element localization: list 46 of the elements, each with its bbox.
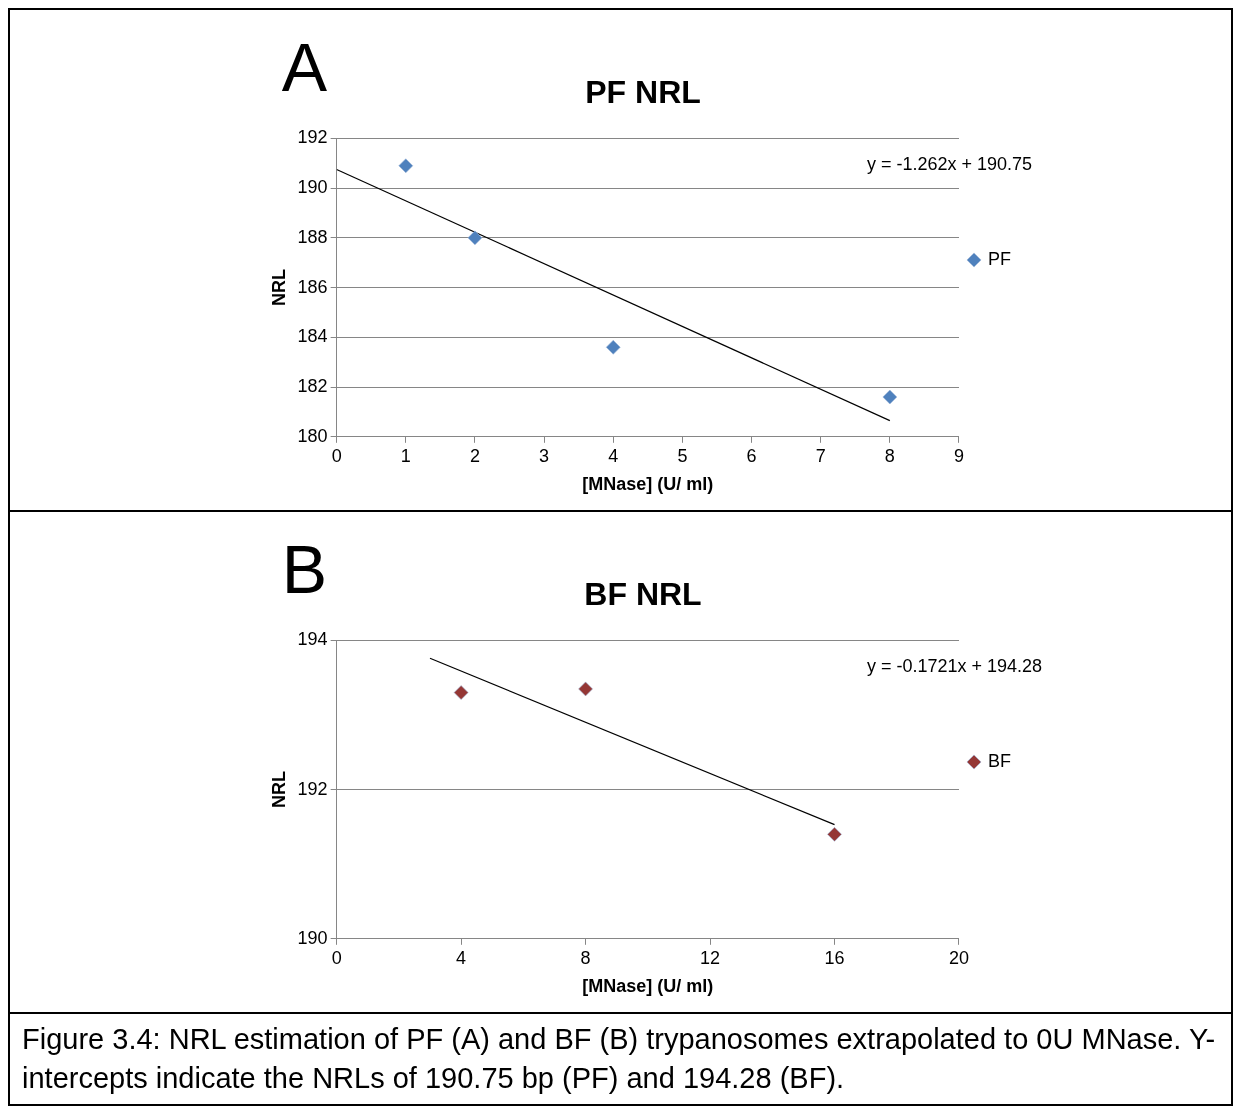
x-tick-label: 16: [824, 947, 845, 968]
legend-label: PF: [988, 248, 1012, 269]
y-axis-title: NRL: [268, 771, 289, 809]
annotation: y = -1.262x + 190.75: [867, 154, 1033, 175]
x-tick-label: 12: [700, 947, 721, 968]
x-axis-title: [MNase] (U/ ml): [582, 474, 714, 495]
y-tick-label: 184: [297, 326, 328, 347]
y-tick-label: 190: [297, 177, 328, 198]
text: B: [281, 530, 327, 607]
x-tick-label: 5: [677, 445, 688, 466]
point: [398, 158, 414, 174]
y-tick-label: 186: [297, 276, 328, 297]
y-tick-label: 180: [297, 425, 328, 446]
x-tick-label: 9: [953, 445, 965, 466]
x-axis-title: [MNase] (U/ ml): [582, 976, 714, 997]
x-tick-label: 7: [815, 445, 826, 466]
annotation: y = -0.1721x + 194.28: [867, 656, 1043, 677]
text: A: [281, 28, 328, 105]
point: [605, 339, 621, 355]
legend-label: BF: [988, 750, 1012, 771]
x-tick-label: 8: [884, 445, 895, 466]
caption: Figure 3.4: NRL estimation of PF (A) and BF (B) trypanosomes extrapolated to 0U MNase. Y-intercepts indicate the NRLs of 190.75 bp (PF) and 194.28 (BF).: [10, 1012, 1231, 1105]
y-tick-label: 188: [297, 226, 328, 247]
y-tick-label: 182: [297, 376, 328, 397]
y-tick-label: 190: [297, 927, 328, 948]
chart-title: PF NRL: [585, 74, 701, 111]
point: [453, 685, 469, 700]
x-tick-label: 0: [331, 947, 342, 968]
chart-title: BF NRL: [584, 576, 702, 613]
y-tick-label: 194: [297, 629, 328, 650]
x-tick-label: 0: [331, 445, 342, 466]
x-tick-label: 2: [469, 445, 480, 466]
y-tick-label: 192: [297, 127, 328, 148]
x-tick-label: 6: [746, 445, 757, 466]
x-tick-label: 4: [608, 445, 619, 466]
x-tick-label: 3: [539, 445, 550, 466]
y-axis-title: NRL: [268, 269, 289, 307]
point: [467, 230, 483, 246]
x-tick-label: 8: [580, 947, 591, 968]
point: [882, 389, 898, 405]
point: [827, 827, 842, 842]
point: [578, 681, 593, 697]
x-tick-label: 4: [456, 947, 467, 968]
x-tick-label: 20: [948, 947, 970, 968]
x-tick-label: 1: [400, 445, 411, 466]
y-tick-label: 192: [297, 778, 328, 799]
